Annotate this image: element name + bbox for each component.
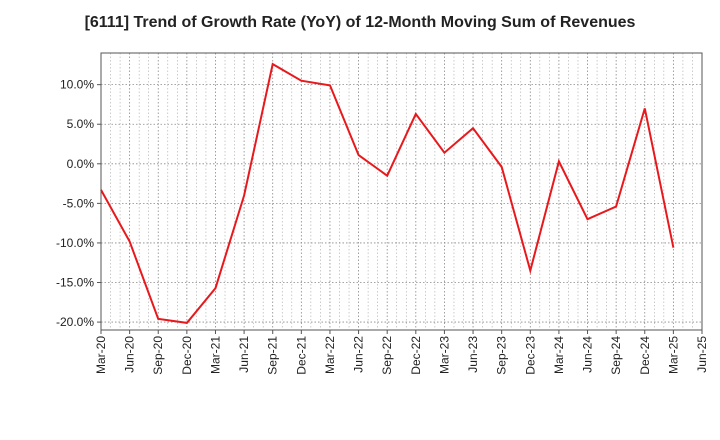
y-tick-label: 10.0% bbox=[60, 78, 94, 92]
y-tick-label: -10.0% bbox=[56, 236, 94, 250]
x-tick-label: Dec-24 bbox=[638, 336, 652, 375]
y-tick-label: -15.0% bbox=[56, 276, 94, 290]
chart-title: [6111] Trend of Growth Rate (YoY) of 12-… bbox=[84, 14, 636, 31]
x-tick-label: Jun-25 bbox=[695, 336, 709, 373]
y-tick-label: -20.0% bbox=[56, 315, 94, 329]
x-tick-label: Jun-24 bbox=[581, 336, 595, 373]
x-tick-label: Mar-22 bbox=[323, 336, 337, 374]
y-tick-label: 0.0% bbox=[67, 157, 95, 171]
x-tick-label: Sep-20 bbox=[151, 336, 165, 375]
x-tick-label: Sep-21 bbox=[266, 336, 280, 375]
x-tick-label: Mar-20 bbox=[94, 336, 108, 374]
plot-background bbox=[101, 53, 702, 330]
x-tick-label: Mar-25 bbox=[666, 336, 680, 374]
x-tick-label: Jun-20 bbox=[123, 336, 137, 373]
x-tick-label: Mar-23 bbox=[437, 336, 451, 374]
x-tick-label: Jun-23 bbox=[466, 336, 480, 373]
x-tick-label: Sep-24 bbox=[609, 336, 623, 375]
x-tick-label: Sep-23 bbox=[495, 336, 509, 375]
series-layer bbox=[100, 62, 675, 324]
y-tick-label: 5.0% bbox=[67, 117, 95, 131]
x-tick-label: Dec-22 bbox=[409, 336, 423, 375]
x-tick-label: Mar-24 bbox=[552, 336, 566, 374]
x-tick-label: Jun-21 bbox=[237, 336, 251, 373]
y-tick-labels: 10.0% 5.0% 0.0% -5.0% -10.0% -15.0% -20.0% bbox=[56, 78, 94, 329]
x-tick-label: Sep-22 bbox=[380, 336, 394, 375]
grid-lines bbox=[101, 53, 702, 330]
axes bbox=[97, 84, 703, 334]
x-tick-label: Dec-20 bbox=[180, 336, 194, 375]
x-tick-label: Dec-23 bbox=[523, 336, 537, 375]
series-line bbox=[100, 62, 675, 324]
x-tick-label: Mar-21 bbox=[208, 336, 222, 374]
plot-frame bbox=[100, 52, 703, 331]
x-tick-label: Jun-22 bbox=[352, 336, 366, 373]
y-tick-label: -5.0% bbox=[63, 196, 95, 210]
x-tick-labels: Mar-20 Jun-20 Sep-20 Dec-20 Mar-21 Jun-21 Sep-… bbox=[94, 336, 709, 375]
x-tick-label: Dec-21 bbox=[294, 336, 308, 375]
